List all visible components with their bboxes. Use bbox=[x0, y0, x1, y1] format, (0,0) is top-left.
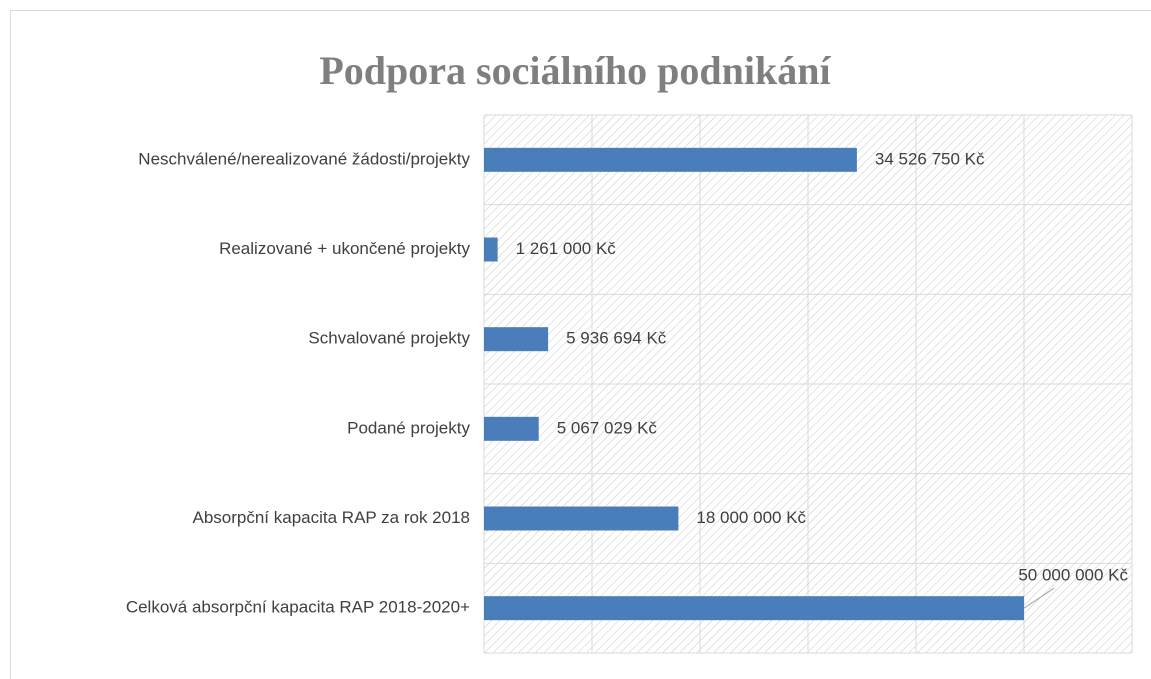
leader-line bbox=[1023, 587, 1055, 609]
bar bbox=[484, 596, 1024, 621]
data-label: 34 526 750 Kč bbox=[875, 149, 985, 168]
y-tick-label: Schvalované projekty bbox=[308, 329, 470, 348]
data-label: 18 000 000 Kč bbox=[696, 508, 806, 527]
data-label: 1 261 000 Kč bbox=[516, 239, 617, 258]
y-tick-label: Neschválené/nerealizované žádosti/projek… bbox=[138, 149, 470, 168]
bar bbox=[484, 327, 549, 352]
y-tick-label: Absorpční kapacita RAP za rok 2018 bbox=[192, 508, 470, 527]
y-tick-label: Podané projekty bbox=[347, 418, 470, 437]
y-tick-label: Celková absorpční kapacita RAP 2018-2020… bbox=[126, 598, 470, 617]
data-label: 50 000 000 Kč bbox=[1018, 566, 1128, 585]
bar bbox=[484, 506, 679, 531]
data-label: 5 936 694 Kč bbox=[566, 329, 667, 348]
bar bbox=[484, 147, 857, 172]
bar bbox=[484, 237, 498, 262]
y-tick-label: Realizované + ukončené projekty bbox=[219, 239, 470, 258]
bar bbox=[484, 416, 539, 441]
data-label: 5 067 029 Kč bbox=[557, 418, 658, 437]
chart-title: Podpora sociálního podnikání bbox=[319, 48, 831, 93]
